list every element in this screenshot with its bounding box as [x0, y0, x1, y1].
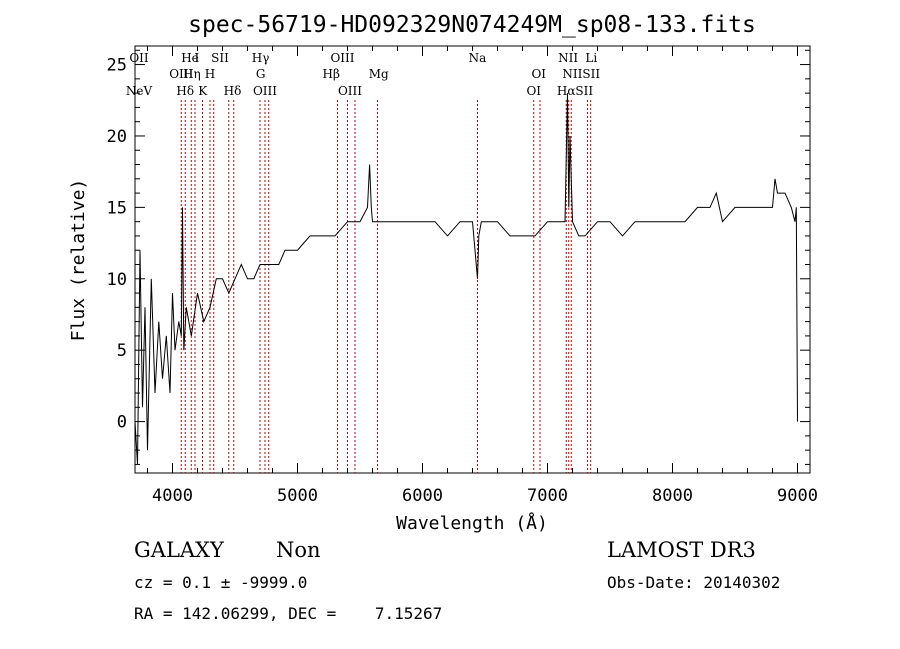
line-label: Na — [469, 51, 487, 65]
axis-ticks — [135, 46, 810, 473]
y-tick-label: 5 — [117, 341, 127, 361]
line-label: Hδ — [224, 84, 242, 98]
survey-label: LAMOST DR3 — [607, 538, 756, 562]
y-tick-label: 10 — [107, 270, 127, 290]
line-label: NII — [558, 51, 578, 65]
line-label: G — [256, 67, 266, 81]
line-label: NIISII — [562, 67, 600, 81]
line-label: Li — [585, 51, 597, 65]
axis-tick-labels: 4000 5000 6000 7000 8000 9000 0 5 10 15 20 25 — [107, 56, 818, 506]
object-type-label: GALAXY — [134, 538, 224, 562]
coordinates-label: RA = 142.06299, DEC = 7.15267 — [134, 604, 443, 623]
x-axis-label: Wavelength (Å) — [396, 512, 548, 534]
line-label: OI — [526, 84, 541, 98]
x-tick-label: 4000 — [152, 486, 193, 506]
plot-frame — [134, 45, 811, 474]
y-tick-label: 25 — [107, 56, 127, 76]
x-tick-label: 8000 — [652, 486, 693, 506]
line-label: Hγ — [252, 51, 270, 65]
line-label: OIII — [338, 84, 362, 98]
line-label: I — [195, 51, 200, 65]
y-tick-label: 15 — [107, 198, 127, 218]
line-label: OIII — [169, 67, 193, 81]
line-label: Mg — [369, 67, 389, 81]
line-label: NeV — [126, 84, 153, 98]
line-label: OIII — [253, 84, 277, 98]
line-label: H — [205, 67, 215, 81]
line-label: HαSII — [557, 84, 594, 98]
spectral-line-labels: NeV OII OIII Hδ He Hη I KH SII Hδ Hγ G OIII OIII Hβ OII… — [126, 51, 600, 98]
obs-date-label: Obs-Date: 20140302 — [607, 573, 781, 592]
line-label: OII — [129, 51, 149, 65]
chart-title: spec-56719-HD092329N074249M_sp08-133.fit… — [188, 12, 756, 38]
y-tick-label: 0 — [117, 413, 127, 433]
subclass-label: Non — [276, 538, 321, 562]
x-tick-label: 6000 — [402, 486, 443, 506]
redshift-label: cz = 0.1 ± -9999.0 — [134, 573, 308, 592]
x-tick-label: 5000 — [277, 486, 318, 506]
y-tick-label: 20 — [107, 127, 127, 147]
emission-line-markers — [180, 100, 592, 473]
flux-series-line — [134, 93, 798, 465]
line-label: Hβ — [323, 67, 340, 81]
line-label: Hη — [183, 67, 201, 81]
line-label: Hδ — [176, 84, 194, 98]
x-tick-label: 9000 — [777, 486, 818, 506]
line-label: SII — [211, 51, 229, 65]
line-label: OIII — [330, 51, 354, 65]
y-axis-label: Flux (relative) — [68, 179, 89, 342]
line-label: OI — [531, 67, 546, 81]
x-tick-label: 7000 — [527, 486, 568, 506]
line-label: He — [181, 51, 199, 65]
line-label: K — [198, 84, 208, 98]
